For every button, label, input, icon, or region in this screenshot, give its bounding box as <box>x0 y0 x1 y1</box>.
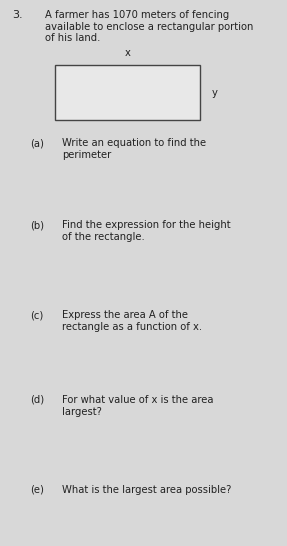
Text: (c): (c) <box>30 310 43 320</box>
Text: (d): (d) <box>30 395 44 405</box>
Text: Express the area A of the
rectangle as a function of x.: Express the area A of the rectangle as a… <box>62 310 202 331</box>
Text: 3.: 3. <box>12 10 23 20</box>
Text: A farmer has 1070 meters of fencing
available to enclose a rectangular portion
o: A farmer has 1070 meters of fencing avai… <box>45 10 253 43</box>
Text: x: x <box>125 48 130 58</box>
Text: What is the largest area possible?: What is the largest area possible? <box>62 485 231 495</box>
Text: Write an equation to find the
perimeter: Write an equation to find the perimeter <box>62 138 206 159</box>
Text: y: y <box>212 87 218 98</box>
Text: (e): (e) <box>30 485 44 495</box>
Text: (b): (b) <box>30 220 44 230</box>
Text: Find the expression for the height
of the rectangle.: Find the expression for the height of th… <box>62 220 231 241</box>
Text: (a): (a) <box>30 138 44 148</box>
Text: For what value of x is the area
largest?: For what value of x is the area largest? <box>62 395 214 417</box>
Bar <box>55 65 200 120</box>
